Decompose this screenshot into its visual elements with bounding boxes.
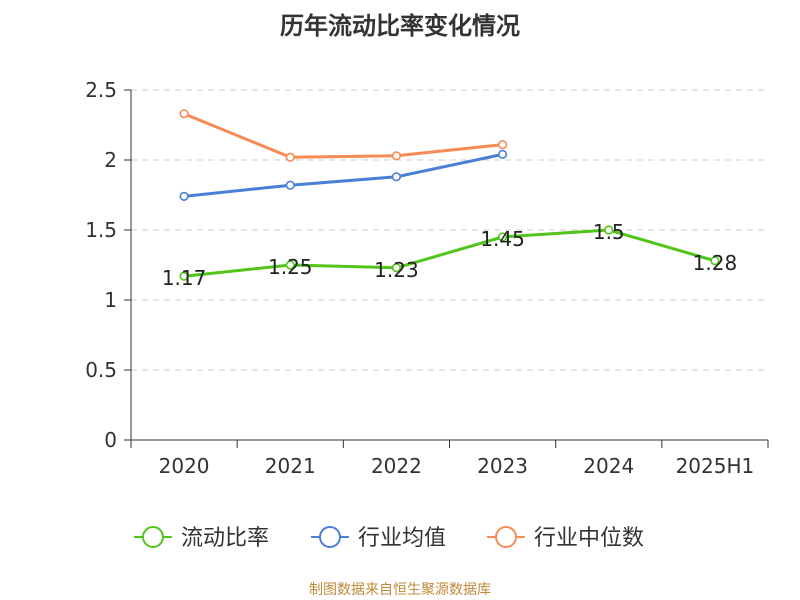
- data-label: 1.45: [480, 227, 525, 251]
- x-tick-label: 2021: [265, 454, 316, 478]
- legend-marker: [142, 526, 164, 548]
- data-point: [497, 140, 508, 150]
- axes: 0 0.5 1 1.5 2 2.5 2020 2021 2022 2023 2024 2025H1: [85, 78, 769, 478]
- data-label: 1.17: [162, 266, 207, 290]
- y-tick-label: 1: [104, 288, 117, 312]
- series-line-0: [183, 228, 716, 278]
- data-point: [285, 180, 295, 190]
- x-tick-label: 2020: [159, 454, 210, 478]
- y-tick-label: 2.5: [85, 78, 117, 102]
- data-label: 1.28: [693, 251, 738, 275]
- legend: 流动比率 行业均值 行业中位数: [134, 526, 644, 551]
- y-tick-label: 2: [104, 148, 117, 172]
- data-point: [179, 271, 189, 281]
- y-tick-label: 1.5: [85, 218, 117, 242]
- data-point: [391, 263, 402, 273]
- data-label: 1.5: [593, 220, 625, 244]
- grid-lines: [131, 89, 768, 371]
- source-note: 制图数据来自恒生聚源数据库: [309, 582, 491, 598]
- data-point: [497, 232, 508, 242]
- data-point: [285, 152, 295, 162]
- data-label: 1.23: [374, 258, 419, 282]
- data-point: [391, 151, 402, 161]
- x-tick-label: 2024: [583, 454, 634, 478]
- data-point: [604, 225, 614, 235]
- data-point: [497, 149, 508, 159]
- y-tick-label: 0: [104, 428, 117, 452]
- series-line-2: [183, 112, 503, 159]
- data-point: [179, 109, 189, 119]
- data-point: [391, 172, 402, 182]
- x-tick-label: 2022: [371, 454, 422, 478]
- chart-title: 历年流动比率变化情况: [280, 12, 520, 40]
- legend-label: 行业均值: [358, 526, 446, 551]
- legend-marker: [319, 526, 341, 548]
- series-line-1: [183, 152, 503, 198]
- y-tick-label: 0.5: [85, 358, 117, 382]
- data-label: 1.25: [268, 255, 313, 279]
- data-point: [179, 191, 189, 201]
- x-tick-label: 2025H1: [676, 454, 755, 478]
- legend-marker: [495, 526, 517, 548]
- series-lines: [179, 109, 720, 281]
- data-labels: 1.17 1.25 1.23 1.45 1.5 1.28: [162, 220, 737, 290]
- legend-label: 流动比率: [181, 526, 269, 551]
- legend-label: 行业中位数: [534, 526, 644, 551]
- x-tick-label: 2023: [477, 454, 528, 478]
- data-point: [710, 256, 720, 266]
- data-point: [285, 260, 295, 270]
